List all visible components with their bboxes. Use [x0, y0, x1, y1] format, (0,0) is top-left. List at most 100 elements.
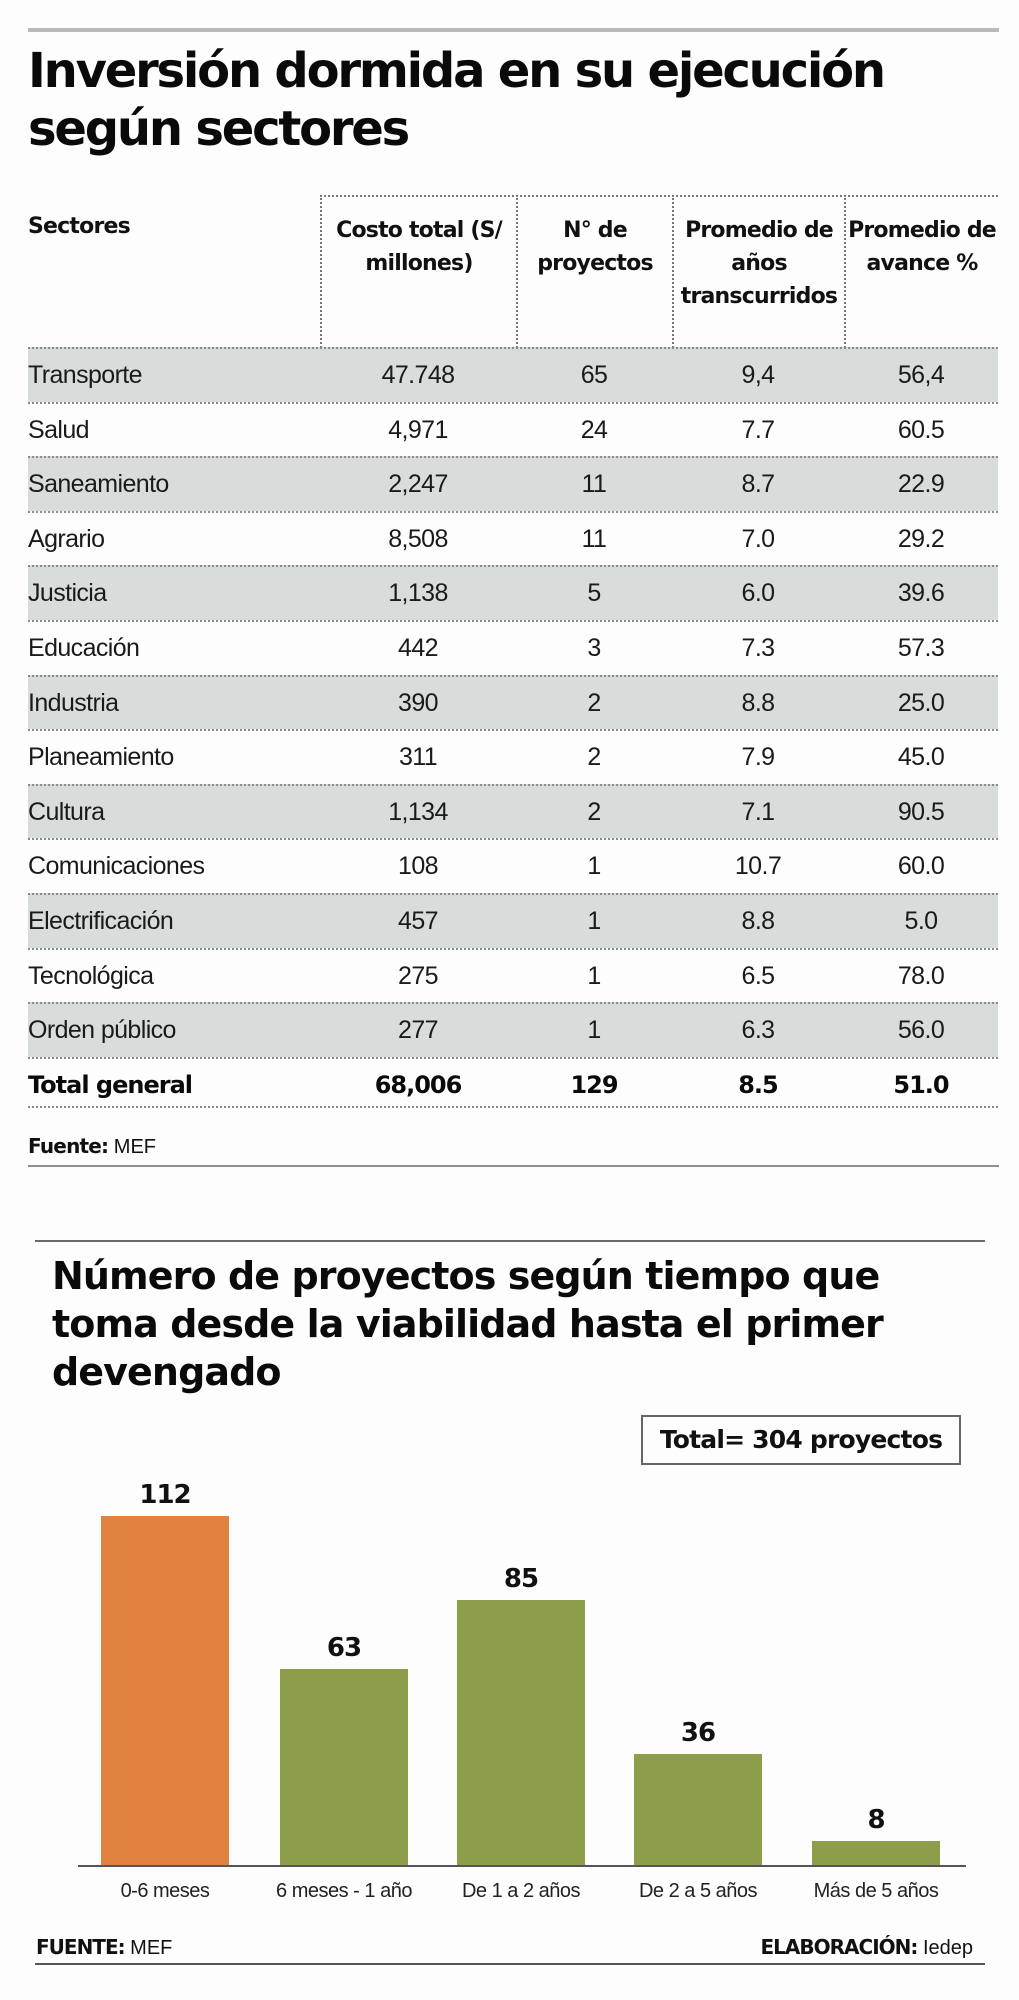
table-row: Electrificación 457 1 8.8 5.0 [28, 893, 998, 948]
table-row: Comunicaciones 108 1 10.7 60.0 [28, 838, 998, 893]
table-source: Fuente: MEF [28, 1134, 156, 1159]
cell-cost: 1,138 [388, 579, 448, 608]
table-bottom-border [28, 1106, 998, 1108]
cell-projects: 3 [587, 634, 601, 662]
cell-projects: 2 [587, 743, 601, 772]
header-sectores: Sectores [28, 214, 131, 239]
cell-years: 8.8 [741, 907, 776, 935]
cell-projects: 1 [587, 907, 601, 935]
bar-value-label: 63 [326, 1633, 362, 1664]
source-label: Fuente: [28, 1134, 109, 1158]
table-row: Transporte 47.748 65 9,4 56,4 [28, 347, 998, 402]
cell-years: 8.7 [741, 470, 776, 499]
sector-name: Saneamiento [28, 470, 169, 499]
sector-name: Orden público [28, 1016, 176, 1045]
cell-projects: 11 [581, 470, 607, 499]
header-num-proyectos: N° de proyectos [537, 218, 653, 276]
bar-value-label: 36 [680, 1717, 716, 1748]
credit-value: Iedep [922, 1937, 973, 1959]
cell-progress: 25.0 [897, 688, 945, 717]
cell-projects: 1 [587, 852, 601, 881]
cell-years: 10.7 [734, 852, 782, 881]
header-promedio-anos: Promedio de años transcurridos [680, 218, 838, 309]
bar-0 [101, 1516, 229, 1866]
column-divider [672, 195, 674, 348]
x-axis-label: 6 meses - 1 año [276, 1880, 412, 1902]
sector-name: Salud [28, 415, 90, 444]
chart-source-label: FUENTE: [36, 1935, 126, 1959]
table-row: Tecnológica 275 1 6.5 78.0 [28, 947, 998, 1003]
chart-footer-divider [35, 1963, 985, 1965]
sector-name: Industria [28, 688, 119, 717]
source-value: MEF [113, 1136, 157, 1158]
cell-cost: 311 [398, 743, 438, 772]
cell-progress: 45.0 [897, 743, 945, 772]
total-badge: Total= 304 proyectos [641, 1415, 961, 1465]
cell-cost: 1,134 [388, 797, 448, 826]
cell-projects: 1 [587, 961, 601, 990]
cell-progress: 60.5 [897, 415, 945, 444]
cell-cost: 108 [398, 852, 439, 881]
bar-value-label: 112 [139, 1480, 191, 1510]
table-total-row: Total general 68,006 129 8.5 51.0 [28, 1056, 998, 1112]
cell-progress: 78.0 [897, 961, 945, 990]
table-row: Salud 4,971 24 7.7 60.5 [28, 401, 998, 457]
sector-name: Planeamiento [28, 743, 174, 772]
table-row: Justicia 1,138 5 6.0 39.6 [28, 565, 998, 620]
cell-years: 8.5 [738, 1070, 779, 1099]
table-title: Inversión dormida en su ejecución según … [28, 43, 886, 157]
header-promedio-avance: Promedio de avance % [848, 218, 997, 276]
table-row: Educación 442 3 7.3 57.3 [28, 620, 998, 675]
bar-value-label: 85 [503, 1564, 539, 1595]
cell-projects: 2 [587, 797, 601, 826]
cell-years: 7.7 [741, 415, 776, 444]
sector-name: Cultura [28, 797, 105, 826]
cell-cost: 390 [398, 688, 439, 717]
table-footer-divider [28, 1165, 999, 1167]
bar-4 [812, 1841, 940, 1866]
cell-progress: 56.0 [897, 1016, 945, 1045]
sector-name: Agrario [28, 524, 105, 553]
bar-2 [457, 1600, 585, 1866]
cell-progress: 90.5 [897, 797, 945, 826]
table-row: Orden público 277 1 6.3 56.0 [28, 1002, 998, 1057]
chart-source: FUENTE: MEF [36, 1935, 172, 1960]
column-divider [320, 195, 322, 348]
cell-progress: 57.3 [897, 634, 945, 662]
chart-baseline [78, 1865, 966, 1867]
cell-cost: 68,006 [374, 1070, 463, 1099]
cell-cost: 4,971 [388, 415, 448, 444]
x-axis-label: 0-6 meses [120, 1880, 210, 1902]
sector-name: Educación [28, 634, 140, 662]
credit-label: ELABORACIÓN: [760, 1935, 919, 1959]
table-row: Agrario 8,508 11 7.0 29.2 [28, 510, 998, 566]
cell-cost: 47.748 [381, 361, 455, 389]
cell-years: 7.1 [741, 797, 776, 826]
cell-progress: 60.0 [897, 852, 945, 881]
cell-progress: 22.9 [897, 470, 945, 499]
x-axis-label: Más de 5 años [813, 1880, 939, 1902]
sector-name: Tecnológica [28, 961, 154, 990]
cell-progress: 39.6 [897, 579, 945, 608]
cell-years: 7.3 [741, 634, 776, 662]
sector-name: Comunicaciones [28, 852, 205, 881]
table-row: Cultura 1,134 2 7.1 90.5 [28, 783, 998, 839]
cell-years: 7.9 [741, 743, 776, 772]
bar-1 [280, 1669, 408, 1866]
table-header-box [320, 195, 998, 348]
cell-years: 6.3 [741, 1016, 776, 1045]
chart-credit: ELABORACIÓN: Iedep [761, 1935, 974, 1960]
bar-value-label: 8 [867, 1805, 885, 1835]
header-costo-total: Costo total (S/ millones) [336, 218, 503, 276]
cell-cost: 442 [398, 634, 439, 662]
cell-progress: 29.2 [897, 524, 945, 553]
cell-cost: 275 [398, 961, 439, 990]
cell-years: 8.8 [741, 688, 776, 717]
cell-cost: 2,247 [388, 470, 448, 499]
cell-projects: 129 [570, 1070, 618, 1099]
sector-name: Transporte [28, 361, 143, 389]
sector-name: Justicia [28, 579, 107, 608]
table-row: Industria 390 2 8.8 25.0 [28, 674, 998, 730]
x-axis-label: De 1 a 2 años [461, 1880, 581, 1902]
bar-3 [634, 1753, 762, 1866]
